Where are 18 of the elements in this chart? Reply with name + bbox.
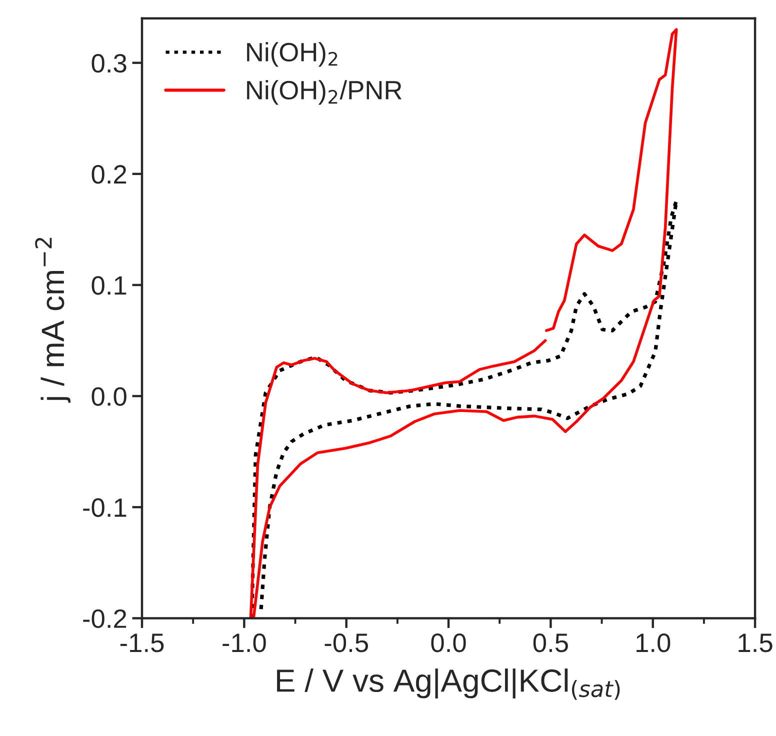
x-tick-label: 1.0 bbox=[636, 634, 670, 652]
y-tick-label: 0.0 bbox=[92, 387, 126, 406]
y-tick-label: -0.2 bbox=[83, 609, 126, 628]
x-tick-label: -0.5 bbox=[324, 634, 368, 652]
x-tick-label: 0.5 bbox=[533, 634, 568, 652]
y-tick-label: 0.2 bbox=[92, 165, 126, 184]
x-tick-label: 0.0 bbox=[431, 634, 466, 652]
x-axis-title: E / V vs Ag|AgCl|KCl$_{(sat)}$ bbox=[277, 668, 620, 700]
x-tick-label: -1.5 bbox=[120, 634, 164, 652]
x-tick-label: 1.5 bbox=[738, 634, 772, 652]
legend-label: Ni(OH)$_{2}$ bbox=[247, 42, 338, 67]
x-tick-label: -1.0 bbox=[222, 634, 266, 652]
y-tick-label: 0.3 bbox=[92, 54, 126, 73]
y-axis-title: j / mA cm$^{−2}$ bbox=[35, 238, 71, 403]
legend-label: Ni(OH)$_{2}$/PNR bbox=[247, 80, 402, 105]
y-tick-label: 0.1 bbox=[92, 276, 126, 295]
line-series bbox=[250, 198, 678, 618]
y-tick-label: -0.1 bbox=[83, 498, 126, 517]
